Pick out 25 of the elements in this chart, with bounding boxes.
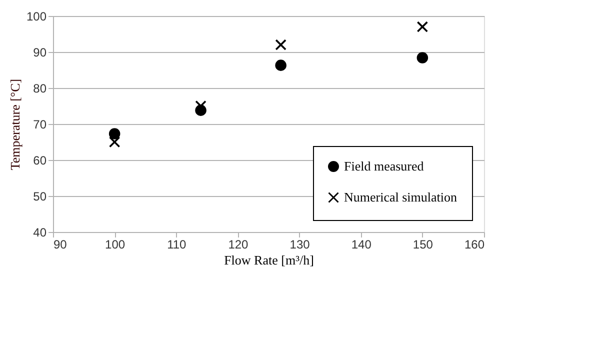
- y-tick-label: 100: [26, 10, 47, 24]
- legend-label: Field measured: [344, 158, 424, 174]
- x-tick-label: 150: [412, 238, 434, 252]
- x-tick-label: 100: [105, 238, 126, 252]
- point: [108, 128, 120, 140]
- x-tick-label: 140: [351, 238, 372, 252]
- y-tick-label: 90: [33, 46, 47, 60]
- point: [275, 39, 286, 50]
- x-tick-label: 90: [54, 238, 68, 252]
- x-axis-title: Flow Rate [m³/h]: [224, 252, 314, 268]
- point: [108, 136, 120, 148]
- y-tick-label: 60: [33, 154, 47, 168]
- x-tick-label: 110: [167, 238, 187, 252]
- y-tick-label: 70: [33, 118, 47, 132]
- x-tick-label: 160: [464, 238, 485, 252]
- point: [275, 60, 286, 71]
- y-axis-title: Temperature [°C]: [7, 78, 22, 170]
- point: [416, 52, 428, 64]
- point: [416, 21, 428, 32]
- y-tick-label: 80: [33, 82, 47, 96]
- x-tick-label: 130: [290, 238, 310, 252]
- y-tick-label: 50: [33, 190, 47, 204]
- x-tick-label: 120: [228, 238, 249, 252]
- legend-label: Numerical simulation: [344, 190, 458, 204]
- y-tick-label: 40: [33, 226, 47, 240]
